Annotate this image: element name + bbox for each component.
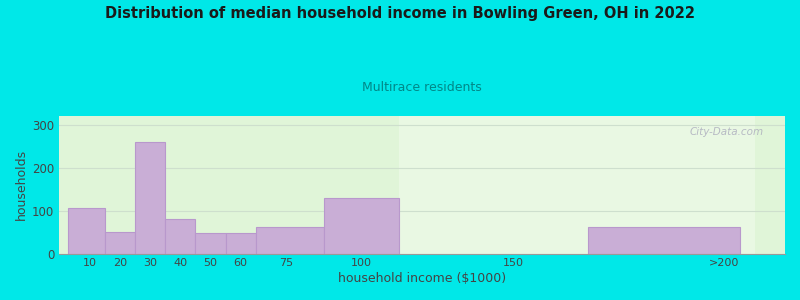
Text: City-Data.com: City-Data.com — [689, 127, 763, 137]
Bar — [226, 233, 256, 254]
Text: Distribution of median household income in Bowling Green, OH in 2022: Distribution of median household income … — [105, 6, 695, 21]
Bar — [135, 142, 165, 254]
Bar — [165, 219, 195, 254]
Bar — [399, 116, 754, 254]
Title: Multirace residents: Multirace residents — [362, 81, 482, 94]
Bar — [324, 198, 399, 254]
Bar — [256, 226, 324, 254]
Bar — [68, 208, 105, 254]
Bar — [195, 233, 226, 254]
Bar — [589, 226, 740, 254]
Y-axis label: households: households — [15, 149, 28, 220]
Bar — [105, 232, 135, 254]
X-axis label: household income ($1000): household income ($1000) — [338, 272, 506, 285]
